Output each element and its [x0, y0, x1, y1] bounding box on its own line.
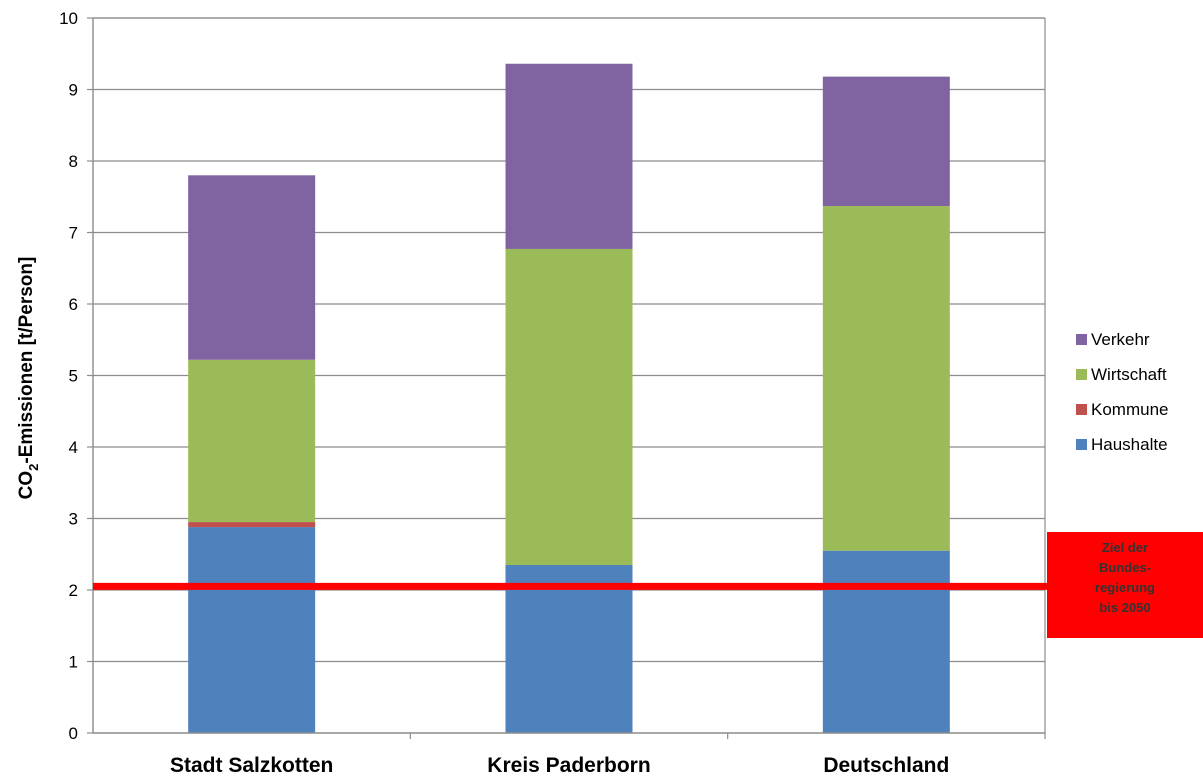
- legend-swatch-kommune: [1076, 404, 1087, 415]
- bar-segment-wirtschaft: [505, 248, 633, 565]
- bar-segment-wirtschaft: [188, 359, 316, 523]
- bar-segment-verkehr: [188, 175, 316, 360]
- y-tick-label: 10: [59, 9, 78, 28]
- legend-swatch-haushalte: [1076, 439, 1087, 450]
- legend-label-verkehr: Verkehr: [1091, 330, 1150, 349]
- y-tick-label: 9: [69, 81, 78, 100]
- y-tick-labels: 0 1 2 3 4 5 6 7 8 9 10: [59, 9, 93, 743]
- y-axis-label: CO2-Emissionen [t/Person]: [16, 257, 41, 500]
- y-tick-label: 3: [69, 510, 78, 529]
- y-tick-label: 6: [69, 295, 78, 314]
- y-tick-label: 5: [69, 367, 78, 386]
- legend-swatch-verkehr: [1076, 334, 1087, 345]
- legend-label-wirtschaft: Wirtschaft: [1091, 365, 1167, 384]
- legend-label-kommune: Kommune: [1091, 400, 1168, 419]
- x-category-label: Kreis Paderborn: [487, 754, 650, 777]
- x-category-label: Deutschland: [823, 754, 949, 777]
- y-tick-label: 7: [69, 224, 78, 243]
- target-label-line: bis 2050: [1099, 600, 1150, 615]
- target-label-line: Bundes-: [1099, 560, 1151, 575]
- bar-segment-kommune: [188, 522, 316, 528]
- y-tick-label: 4: [69, 438, 78, 457]
- y-tick-label: 0: [69, 724, 78, 743]
- y-tick-label: 8: [69, 152, 78, 171]
- legend-swatch-wirtschaft: [1076, 369, 1087, 380]
- legend-label-haushalte: Haushalte: [1091, 435, 1168, 454]
- bars: [188, 63, 950, 733]
- bar-segment-wirtschaft: [822, 206, 950, 551]
- x-category-label: Stadt Salzkotten: [170, 754, 333, 777]
- legend: Verkehr Wirtschaft Kommune Haushalte: [1076, 330, 1168, 454]
- x-category-labels: Stadt Salzkotten Kreis Paderborn Deutschla…: [170, 733, 1046, 777]
- target-label-box: [1047, 532, 1203, 638]
- y-tick-label: 2: [69, 581, 78, 600]
- target-label-line: regierung: [1095, 580, 1155, 595]
- bar-segment-verkehr: [505, 63, 633, 249]
- target-line-group: Ziel der Bundes-regierung bis 2050: [93, 532, 1203, 638]
- axes: [92, 17, 1046, 734]
- y-tick-label: 1: [69, 653, 78, 672]
- bar-segment-haushalte: [822, 550, 950, 733]
- bar-segment-verkehr: [822, 76, 950, 207]
- target-label-line: Ziel der: [1102, 540, 1148, 555]
- bar-segment-haushalte: [505, 564, 633, 733]
- bar-segment-haushalte: [188, 527, 316, 733]
